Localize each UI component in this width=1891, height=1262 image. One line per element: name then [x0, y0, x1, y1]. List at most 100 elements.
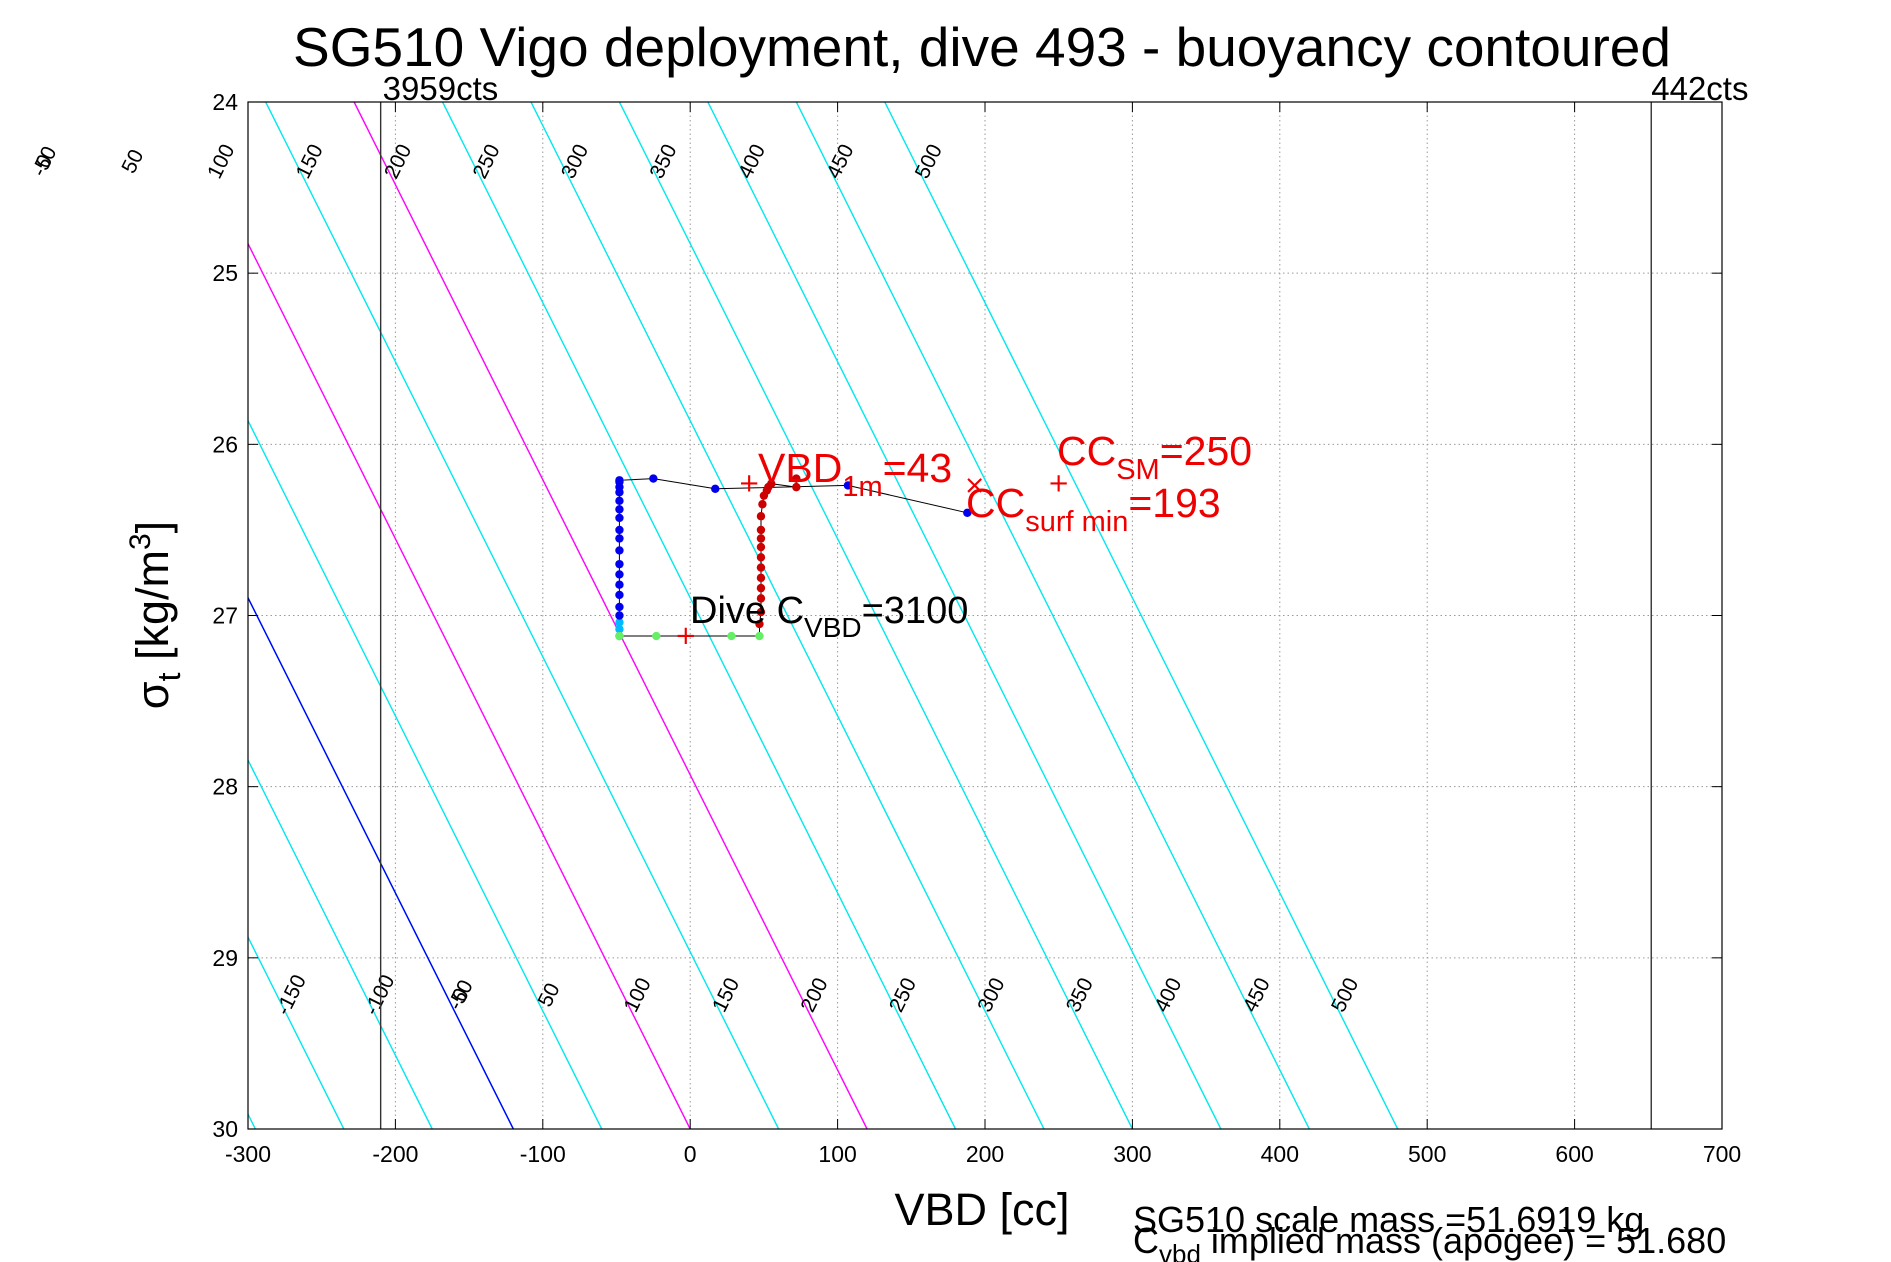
marker-plus: + [675, 621, 697, 651]
x-tick-label: -200 [372, 1141, 418, 1167]
dive-point-ascent [756, 583, 766, 593]
cc-surf-main: CC [966, 480, 1025, 526]
vbd1m-value: =43 [883, 445, 953, 491]
contour-label: -150 [272, 971, 311, 1019]
annotation-cc-surf-min: CCsurf min=193 [966, 480, 1221, 538]
vbd1m-sub: 1m [842, 471, 882, 503]
dive-point-descent [615, 525, 624, 535]
dive-point-ascent [758, 500, 767, 509]
y-axis-label-unit-close: ] [127, 521, 178, 534]
dive-point-ascent [756, 563, 766, 572]
x-tick-label: -300 [225, 1141, 271, 1167]
y-tick-label: 25 [212, 260, 238, 286]
contour-label: 150 [708, 974, 744, 1016]
dive-point-descent [711, 484, 720, 494]
contour-label: 500 [1327, 974, 1363, 1016]
y-tick-label: 27 [212, 603, 238, 629]
cc-surf-sub: surf min [1025, 506, 1128, 538]
marker-plus: + [1048, 469, 1070, 499]
contour-label: 350 [1062, 974, 1098, 1016]
contour-line [795, 102, 1310, 1129]
svg-text:CCSM=250: CCSM=250 [1057, 428, 1252, 486]
footer-implied-mass: Cvbd implied mass (apogee) = 51.680 [1133, 1220, 1726, 1262]
annotation-cc-sm: CCSM=250 [1057, 428, 1252, 486]
contour-label: 150 [292, 141, 328, 183]
y-axis-label: σt [kg/m3] [124, 521, 187, 709]
y-tick-label: 24 [212, 89, 238, 115]
dive-point-ascent [755, 619, 764, 629]
y-tick-label: 28 [212, 774, 238, 800]
contour-line [707, 102, 1222, 1129]
dive-point-descent [963, 508, 972, 517]
dive-point-ascent [756, 553, 766, 562]
grid-lines [248, 102, 1722, 1129]
dive-point-ascent [792, 474, 801, 483]
dive-point-descent [615, 624, 624, 634]
svg-text:VBD1m=43: VBD1m=43 [758, 445, 952, 503]
contour-line [265, 102, 780, 1129]
contour-label: 200 [380, 141, 416, 183]
contour-label: 400 [734, 141, 770, 183]
y-tick-label: 29 [212, 945, 238, 971]
dive-point-descent [615, 505, 624, 514]
contour-label: 300 [973, 974, 1009, 1016]
contour-label: 100 [620, 974, 656, 1016]
dive-point-ascent [792, 482, 801, 492]
y-axis-label-sub: t [151, 672, 187, 681]
y-tick-label: 26 [212, 431, 238, 457]
contour-label: 50 [534, 979, 565, 1010]
limit-label: 442cts [1651, 70, 1748, 107]
dive-point-descent [615, 534, 624, 543]
contour-label: 200 [796, 974, 832, 1016]
cc-sm-value: =250 [1160, 428, 1252, 474]
y-axis-label-unit: [kg/m [127, 550, 178, 673]
dive-point-ascent [756, 512, 766, 521]
cc-surf-value: =193 [1128, 480, 1220, 526]
contour-line [884, 102, 1399, 1129]
y-axis-ticks: 24 25 26 27 28 29 30 [212, 89, 1722, 1142]
dive-track [615, 474, 972, 641]
annotation-dive-c-vbd: Dive CVBD=3100 [690, 590, 968, 643]
contour-line [248, 935, 345, 1129]
dive-point-descent [615, 496, 624, 506]
dive-point-ascent [756, 573, 766, 583]
dive-c-main: Dive C [690, 590, 804, 632]
y-axis-label-symbol: σ [127, 681, 178, 709]
dive-point-descent [615, 590, 624, 600]
dive-point-descent [615, 476, 624, 485]
dive-point-ascent [756, 534, 766, 543]
x-tick-label: -100 [520, 1141, 566, 1167]
dive-c-sub: VBD [804, 612, 862, 643]
dive-point-ascent [756, 607, 766, 617]
dive-point-descent [843, 481, 853, 490]
contour-label: 450 [1239, 974, 1275, 1016]
x-tick-label: 0 [684, 1141, 697, 1167]
dive-point-descent [615, 570, 624, 579]
contour-line [530, 102, 1045, 1129]
contour-labels: -200-150-100-500501001502002503003504004… [27, 141, 1363, 1019]
contour-label: 450 [822, 141, 858, 183]
cc-sm-sub: SM [1116, 454, 1160, 486]
contour-label: 50 [117, 146, 148, 177]
annotation-vbd-1m: VBD1m=43 [758, 445, 952, 503]
x-axis-label: VBD [cc] [894, 1184, 1069, 1235]
dive-point-descent [615, 559, 624, 569]
contour-label: 500 [911, 141, 947, 183]
x-tick-label: 200 [966, 1141, 1004, 1167]
footer-c-sub: vbd [1159, 1239, 1201, 1262]
contour-label: 250 [469, 141, 505, 183]
contour-line [248, 419, 603, 1129]
dive-point-descent [615, 611, 624, 620]
contour-label: -100 [360, 971, 399, 1019]
dive-point-bottom [727, 631, 736, 641]
dive-point-descent [615, 618, 624, 627]
chart-title: SG510 Vigo deployment, dive 493 - buoyan… [293, 16, 1671, 78]
vbd-limit-lines: 3959cts 442cts [379, 70, 1748, 1129]
cc-sm-main: CC [1057, 428, 1116, 474]
x-tick-label: 500 [1408, 1141, 1446, 1167]
footer-c-rest: implied mass (apogee) = 51.680 [1201, 1220, 1726, 1261]
dive-point-descent [615, 546, 624, 555]
x-tick-label: 400 [1261, 1141, 1299, 1167]
dive-point-ascent [756, 594, 766, 603]
